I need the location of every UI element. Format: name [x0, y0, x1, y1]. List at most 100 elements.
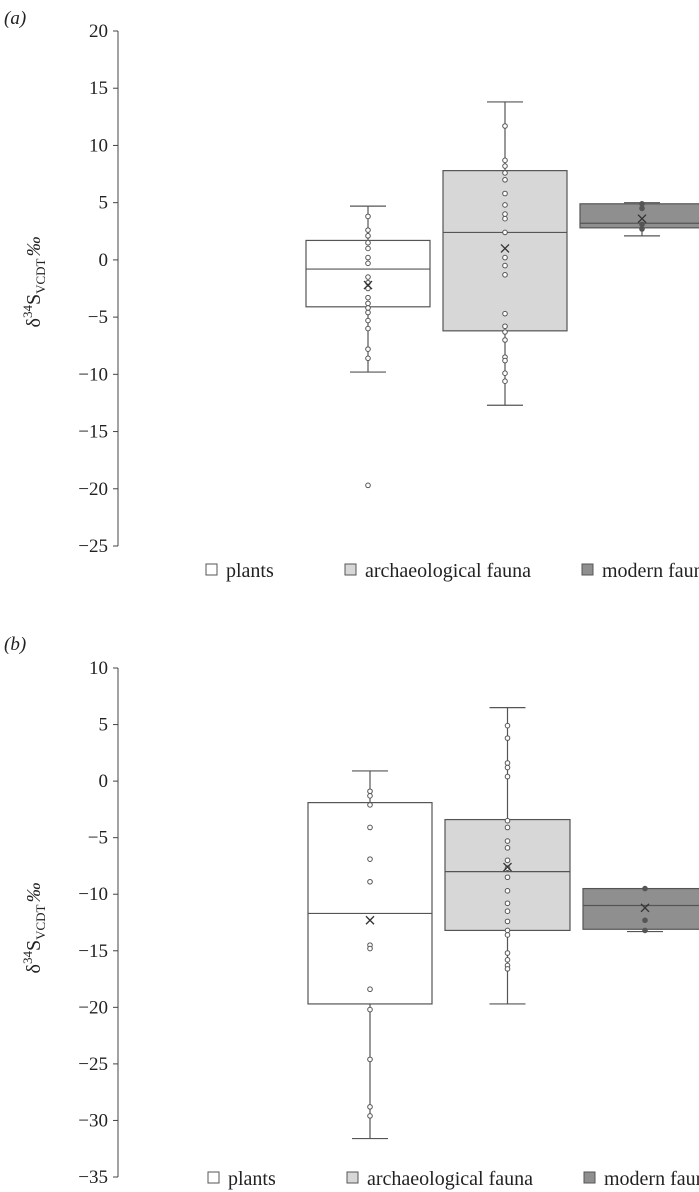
data-point: [502, 157, 508, 164]
data-point: [504, 845, 511, 851]
data-point: [367, 878, 373, 885]
data-point: [504, 722, 511, 729]
mean-marker: [365, 915, 375, 925]
panel-a-y-tick-label: 0: [99, 250, 109, 271]
data-point: [367, 945, 373, 952]
data-point: [367, 1113, 373, 1119]
legend-label: archaeological fauna: [367, 1168, 533, 1190]
data-point: [502, 202, 508, 208]
data-point: [504, 888, 511, 894]
panel-a-y-axis-label: δ34SVCDT‰: [20, 237, 48, 328]
data-point: [502, 215, 508, 222]
panel-b-y-tick-label: 5: [99, 715, 109, 736]
data-point: [365, 355, 371, 362]
panel-a-y-tick-label: −25: [78, 536, 108, 557]
data-point: [365, 294, 371, 301]
iqr-box: [582, 887, 699, 930]
legend-label: modern fauna: [602, 560, 699, 582]
legend-label: archaeological fauna: [365, 560, 531, 582]
legend-item-archaeological-fauna: archaeological fauna: [344, 560, 531, 582]
data-point: [367, 1006, 373, 1013]
data-point: [504, 927, 511, 934]
panel-b-y-axis-title: δ34SVCDT‰: [20, 883, 48, 974]
legend-swatch: [581, 563, 594, 576]
data-point: [502, 329, 508, 335]
data-point: [365, 260, 371, 267]
legend-item-modern-fauna: modern fauna: [583, 1168, 699, 1190]
panel-a-box-modern-fauna: [579, 201, 699, 237]
panel-a-y-tick-label: 20: [89, 21, 108, 42]
data-point: [367, 824, 373, 831]
panel-b-boxes: [307, 706, 699, 1140]
data-point: [365, 254, 371, 261]
data-point: [367, 986, 373, 993]
panel-b-y-tick-label: −20: [78, 997, 108, 1018]
data-point: [365, 227, 371, 233]
data-point: [502, 378, 508, 385]
panel-b-y-tick-label: 10: [89, 658, 108, 679]
panel-b-box-plants: [307, 770, 433, 1140]
panel-b-y-tick-label: −30: [78, 1110, 108, 1131]
data-point: [365, 309, 371, 316]
data-point: [365, 346, 371, 352]
data-point: [642, 927, 648, 934]
data-point: [367, 788, 373, 795]
data-point: [365, 317, 371, 324]
panel-b-y-tick-label: −10: [78, 884, 108, 905]
panel-a-y-tick-label: −5: [88, 307, 108, 328]
legend-item-plants: plants: [207, 1168, 276, 1190]
data-point: [365, 325, 371, 332]
data-point: [639, 226, 645, 232]
data-point: [504, 957, 511, 963]
iqr-box: [307, 802, 433, 1005]
legend-label: modern fauna: [604, 1168, 699, 1190]
legend-item-modern-fauna: modern fauna: [581, 560, 699, 582]
data-point: [365, 239, 371, 246]
data-point: [502, 229, 508, 236]
legend-label: plants: [226, 560, 274, 582]
panel-a-y-tick-label: −15: [78, 422, 108, 443]
data-point: [642, 917, 648, 924]
mean-marker: [503, 862, 512, 872]
legend-swatch: [583, 1171, 596, 1184]
panel-b-y-tick-label: −15: [78, 941, 108, 962]
data-point: [639, 221, 645, 228]
data-point: [502, 271, 508, 278]
data-point: [365, 482, 371, 489]
data-point: [504, 735, 511, 741]
data-point: [502, 357, 508, 364]
panel-a-y-axis: −25 −20 −15 −10 −5 0 5 10 15 20: [78, 21, 119, 557]
data-point: [504, 838, 511, 844]
panel-a-y-axis-title: δ34SVCDT‰: [20, 237, 48, 328]
data-point: [367, 1104, 373, 1110]
data-point: [502, 123, 508, 129]
data-point: [639, 201, 645, 207]
data-point: [504, 950, 511, 956]
legend-swatch: [344, 563, 357, 576]
data-point: [504, 760, 511, 766]
legend-swatch: [346, 1171, 359, 1184]
data-point: [367, 793, 373, 799]
data-point: [502, 211, 508, 217]
data-point: [502, 190, 508, 197]
data-point: [502, 337, 508, 343]
data-point: [504, 932, 511, 938]
panel-a-box-archaeological-fauna: [442, 101, 568, 406]
data-point: [504, 824, 511, 831]
panel-b-box-archaeological-fauna: [444, 706, 571, 1005]
data-point: [504, 900, 511, 907]
panel-a-y-tick-label: −20: [78, 479, 108, 500]
data-point: [365, 245, 371, 252]
mean-marker: [640, 903, 650, 913]
panel-b-y-tick-label: 0: [99, 771, 109, 792]
data-point: [365, 233, 371, 239]
panel-b-box-modern-fauna: [582, 885, 699, 934]
panel-b: (b) δ34SVCDT‰ −35 −30 −25 −20 −15 −10 −5 0 5 10 p…: [4, 634, 699, 1190]
panel-a-y-tick-label: 10: [89, 135, 108, 156]
data-point: [365, 285, 371, 292]
legend-label: plants: [228, 1168, 276, 1190]
data-point: [639, 205, 645, 212]
data-point: [365, 213, 371, 220]
mean-marker: [363, 280, 373, 290]
legend-item-archaeological-fauna: archaeological fauna: [346, 1168, 533, 1190]
